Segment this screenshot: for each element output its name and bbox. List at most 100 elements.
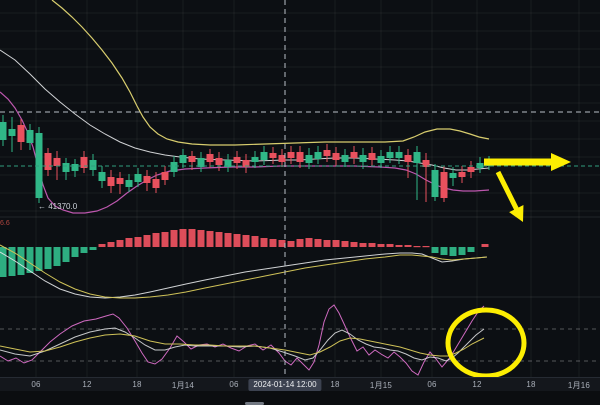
histogram-bar: [341, 241, 349, 247]
histogram-bar: [359, 243, 367, 247]
histogram-bar: [287, 241, 295, 247]
x-axis-label: 12: [472, 380, 482, 389]
candle-body: [395, 152, 403, 158]
histogram-bar: [323, 240, 331, 247]
histogram-bar: [368, 243, 376, 247]
histogram-bar: [395, 245, 403, 247]
histogram-bar: [179, 229, 187, 247]
candle-body: [80, 157, 88, 168]
candle-body: [386, 152, 394, 158]
d-line: [0, 333, 485, 357]
histogram-bar: [233, 234, 241, 247]
histogram-bar: [125, 238, 133, 247]
candle-body: [404, 155, 412, 162]
candle-body: [188, 156, 196, 162]
chart-canvas[interactable]: [0, 0, 600, 377]
histogram-bar: [350, 242, 358, 247]
candle-body: [287, 152, 295, 158]
candle-body: [134, 174, 142, 182]
histogram-bar: [422, 246, 430, 248]
histogram-bar: [305, 238, 313, 247]
histogram-bar: [152, 233, 160, 247]
histogram-bar: [17, 247, 25, 275]
annotation-arrow-right-icon: [484, 153, 571, 171]
histogram-bar: [332, 240, 340, 247]
candle-body: [224, 160, 232, 167]
histogram-bar: [458, 247, 466, 255]
candle-body: [413, 152, 421, 163]
histogram-bar: [0, 247, 7, 277]
candle-body: [62, 163, 70, 172]
histogram-bar: [215, 232, 223, 247]
histogram-bar: [71, 247, 79, 257]
candle-body: [206, 154, 214, 162]
histogram-bar: [134, 237, 142, 247]
histogram-bar: [440, 247, 448, 255]
low-price-marker: ← 41370.0: [38, 202, 78, 211]
candle-body: [53, 158, 61, 166]
histogram-bar: [413, 246, 421, 248]
candle-body: [377, 156, 385, 163]
histogram-bar: [206, 231, 214, 247]
candle-body: [71, 164, 79, 171]
histogram-bar: [89, 247, 97, 250]
band-upper-line: [51, 0, 490, 146]
x-axis-label: 18: [330, 380, 340, 389]
histogram-bar: [116, 240, 124, 247]
j-line: [0, 304, 485, 376]
x-axis-label: 1月15: [369, 381, 393, 390]
x-axis-label: 1月16: [567, 381, 591, 390]
candle-body: [17, 125, 25, 142]
candle-body: [458, 172, 466, 177]
candle-body: [98, 172, 106, 181]
candle-body: [233, 157, 241, 163]
candle-body: [170, 162, 178, 172]
candle-body: [242, 160, 250, 167]
candle-body: [152, 179, 160, 188]
candle-body: [332, 153, 340, 160]
x-axis-label: 12: [82, 380, 92, 389]
histogram-bar: [481, 244, 489, 247]
candle-body: [125, 180, 133, 187]
histogram-bar: [26, 247, 34, 273]
x-axis-label: 18: [526, 380, 536, 389]
histogram-bar: [251, 236, 259, 247]
histogram-bar: [170, 230, 178, 247]
histogram-bar: [242, 235, 250, 247]
candle-body: [89, 160, 97, 170]
histogram-bar: [386, 244, 394, 247]
candle-body: [278, 155, 286, 162]
candle-body: [323, 150, 331, 156]
candle-body: [359, 155, 367, 162]
histogram-bar: [188, 229, 196, 247]
histogram-bar: [260, 238, 268, 247]
candle-body: [251, 157, 259, 162]
candle-body: [296, 152, 304, 162]
time-axis[interactable]: 2024-01-14 12:00 06 12 18 1月14 06 18 1月15 06 12 1…: [0, 377, 600, 391]
pane-resize-handle[interactable]: [245, 402, 264, 405]
left-edge-value: 6.6: [0, 220, 10, 227]
histogram-bar: [143, 235, 151, 247]
x-axis-label: 06: [229, 380, 239, 389]
histogram-bar: [314, 239, 322, 247]
histogram-bar: [62, 247, 70, 262]
histogram-bar: [377, 244, 385, 247]
candle-body: [8, 129, 16, 136]
histogram-bar: [278, 240, 286, 247]
histogram-bar: [224, 233, 232, 247]
histogram-bar: [8, 247, 16, 276]
histogram-bar: [467, 247, 475, 252]
histogram-white-line: [0, 251, 488, 299]
histogram-bar: [161, 232, 169, 247]
histogram-bar: [296, 239, 304, 247]
k-line: [0, 327, 485, 362]
crosshair-time-label: 2024-01-14 12:00: [248, 379, 322, 391]
candle-body: [107, 177, 115, 186]
candle-body: [422, 160, 430, 167]
candle-body: [215, 158, 223, 165]
histogram-bar: [449, 247, 457, 256]
candle-body: [368, 153, 376, 160]
candle-body: [350, 152, 358, 158]
histogram-bar: [404, 245, 412, 247]
candle-body: [431, 170, 439, 197]
